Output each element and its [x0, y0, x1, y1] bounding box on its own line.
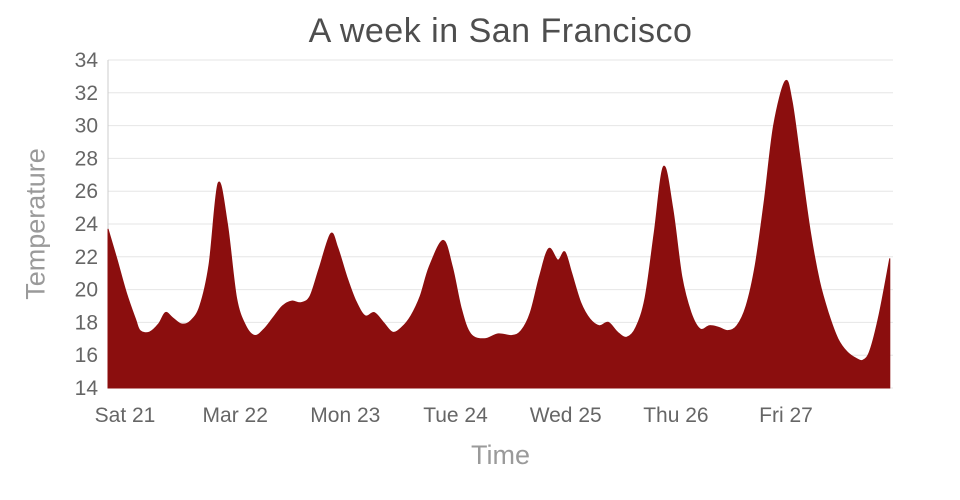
x-tick-label: Mon 23 — [310, 404, 380, 427]
temperature-area-series — [107, 79, 891, 389]
y-tick-label: 28 — [75, 147, 98, 170]
y-tick-label: 26 — [75, 180, 98, 203]
y-tick-label: 20 — [75, 279, 98, 302]
y-tick-label: 30 — [75, 115, 98, 138]
x-axis-title: Time — [471, 440, 530, 470]
chart-title: A week in San Francisco — [308, 12, 693, 50]
y-tick-label: 14 — [75, 377, 99, 400]
y-tick-label: 18 — [75, 311, 98, 334]
y-tick-label: 22 — [75, 246, 98, 269]
y-tick-label: 32 — [75, 82, 98, 105]
x-tick-label: Wed 25 — [530, 404, 602, 427]
x-tick-label: Thu 26 — [643, 404, 708, 427]
y-tick-label: 16 — [75, 344, 98, 367]
y-tick-label: 34 — [75, 49, 99, 72]
x-tick-label: Mar 22 — [203, 404, 268, 427]
x-tick-label: Fri 27 — [759, 404, 813, 427]
y-tick-label: 24 — [75, 213, 99, 236]
x-tick-label: Sat 21 — [95, 404, 156, 427]
y-axis-title: Temperature — [20, 148, 51, 300]
x-tick-label: Tue 24 — [423, 404, 488, 427]
